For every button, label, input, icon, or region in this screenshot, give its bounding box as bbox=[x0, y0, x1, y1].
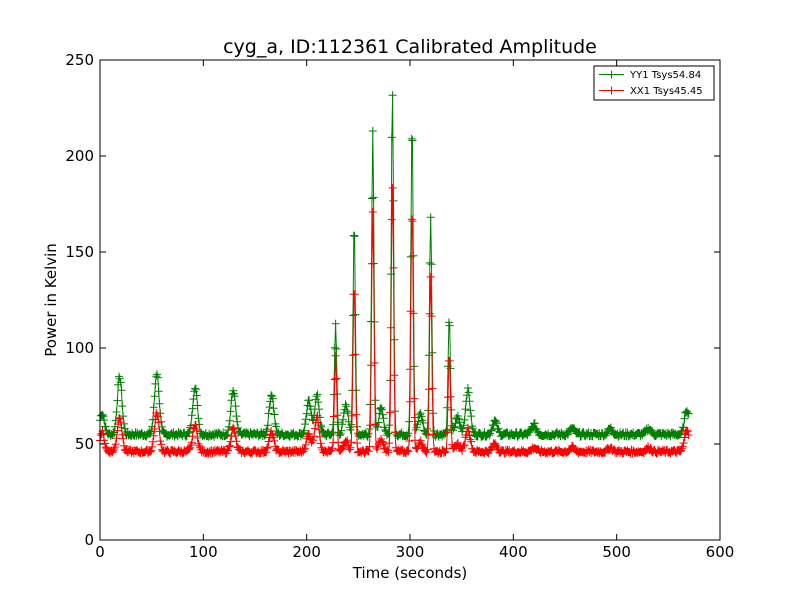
x-axis-label: Time (seconds) bbox=[352, 564, 468, 582]
y-tick-label: 250 bbox=[65, 51, 94, 69]
x-tick-label: 500 bbox=[602, 543, 631, 561]
y-tick-label: 50 bbox=[75, 435, 94, 453]
y-tick-label: 0 bbox=[84, 531, 94, 549]
x-tick-label: 200 bbox=[292, 543, 321, 561]
legend-box bbox=[593, 65, 715, 101]
legend-marker-yy1 bbox=[607, 70, 616, 79]
y-tick-label: 100 bbox=[65, 339, 94, 357]
legend: YY1 Tsys54.84 XX1 Tsys45.45 bbox=[593, 65, 715, 101]
x-tick-label: 100 bbox=[189, 543, 218, 561]
plot-frame bbox=[99, 59, 721, 541]
x-tick-label: 0 bbox=[95, 543, 105, 561]
y-axis-label: Power in Kelvin bbox=[42, 243, 60, 357]
chart-title: cyg_a, ID:112361 Calibrated Amplitude bbox=[223, 36, 597, 58]
x-tick-label: 400 bbox=[499, 543, 528, 561]
legend-label-yy1: YY1 Tsys54.84 bbox=[629, 70, 701, 81]
y-tick-label: 200 bbox=[65, 147, 94, 165]
y-tick-label: 150 bbox=[65, 243, 94, 261]
legend-marker-xx1 bbox=[607, 86, 616, 95]
legend-label-xx1: XX1 Tsys45.45 bbox=[630, 86, 703, 97]
ticks: 0 100 200 300 400 500 600 0 50 100 150 200 250 bbox=[65, 51, 734, 561]
x-tick-label: 300 bbox=[396, 543, 425, 561]
x-tick-label: 600 bbox=[706, 543, 735, 561]
